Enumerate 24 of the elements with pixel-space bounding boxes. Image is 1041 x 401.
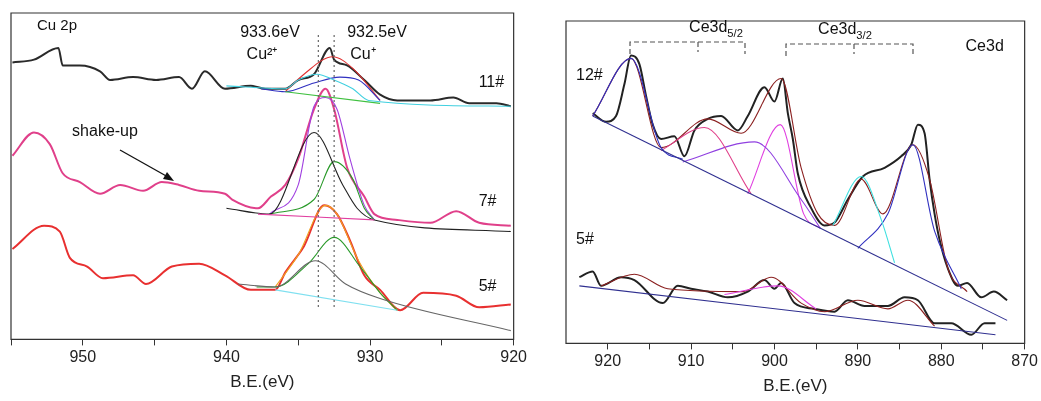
x-tick-label: 940 (213, 348, 240, 366)
x-tick-label: 950 (69, 348, 97, 366)
chart-title: Ce3d (965, 37, 1004, 55)
series-label: 5# (576, 229, 594, 247)
x-tick-label: 930 (356, 348, 384, 366)
annotation: Cu⁺ (350, 45, 376, 63)
x-axis-title: B.E.(eV) (230, 372, 295, 392)
series-label: 7# (478, 192, 497, 210)
text: 933.6eV (240, 23, 301, 41)
series-label: 5# (478, 276, 497, 294)
text: 932.5eV (347, 23, 408, 41)
chart-title: Cu 2p (37, 16, 78, 34)
series-label: 12# (576, 65, 603, 83)
x-tick-label: 870 (1011, 352, 1039, 370)
annotation: shake-up (72, 122, 139, 140)
x-tick-label: 880 (927, 352, 955, 370)
annotation: Cu²⁺ (246, 45, 278, 63)
x-tick-label: 910 (677, 352, 705, 370)
x-tick-label: 920 (594, 352, 622, 370)
series-label: 11# (478, 72, 505, 90)
x-axis-title: B.E.(eV) (763, 376, 828, 396)
x-tick-label: 890 (844, 352, 872, 370)
x-tick-label: 900 (761, 352, 788, 370)
x-tick-label: 920 (500, 348, 528, 366)
